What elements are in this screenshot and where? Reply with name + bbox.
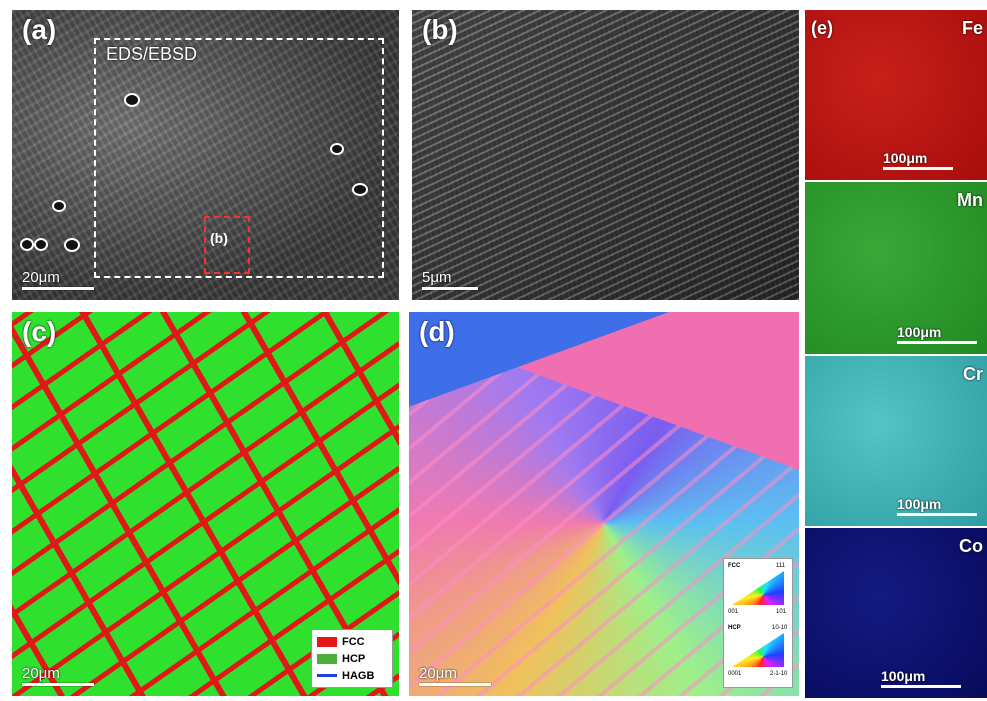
panel-c-scale-bar: 20μm [22, 665, 94, 686]
legend-item-hcp: HCP [317, 650, 387, 667]
panel-d-scale-bar: 20μm [419, 665, 491, 686]
ipf-key-fcc-corner-101: 101 [776, 609, 787, 615]
ipf-key-hcp-triangle [732, 633, 784, 667]
panel-e-label: (e) [811, 18, 833, 38]
panel-a-scale-bar: 20μm [22, 269, 94, 290]
eds-co-element-label: Co [959, 536, 983, 556]
panel-c-label: (c) [22, 316, 57, 347]
pore-5 [20, 238, 34, 251]
panel-d-scale-text: 20μm [419, 665, 457, 682]
eds-co-scale-bar: 100μm [881, 668, 961, 688]
eds-mn-element-label: Mn [957, 190, 983, 210]
panel-c-scale-text: 20μm [22, 665, 60, 682]
panel-e-eds-map-cr: Cr 100μm [805, 356, 987, 526]
eds-fe-element-label: Fe [961, 18, 983, 38]
legend-label-fcc: FCC [342, 635, 365, 648]
pore-2 [330, 143, 344, 155]
panel-b-location-box [204, 216, 250, 274]
eds-cr-scale-bar: 100μm [897, 496, 977, 516]
panel-a-scale-text: 20μm [22, 269, 60, 286]
ipf-key-fcc-triangle [732, 571, 784, 605]
eds-cr-element-label: Cr [962, 364, 983, 384]
legend-swatch-hcp [317, 653, 337, 664]
legend-swatch-fcc [317, 636, 337, 647]
pore-3 [352, 183, 368, 196]
panel-a-sem-image: (a) EDS/EBSD (b) 20μm [12, 10, 399, 300]
ipf-key-hcp-corner-10-10: 10-10 [772, 625, 788, 631]
eds-cr-scale-text: 100μm [897, 496, 942, 512]
ipf-key-fcc-corner-001: 001 [728, 609, 739, 615]
panel-e-eds-map-fe: (e) Fe 100μm [805, 10, 987, 180]
phase-legend: FCC HCP HAGB [311, 629, 393, 688]
ipf-color-key: FCC 111 001 101 HCP 10-10 0001 2-1-10 [723, 558, 793, 688]
eds-mn-scale-bar: 100μm [897, 324, 977, 344]
pore-7 [64, 238, 80, 252]
pore-6 [34, 238, 48, 251]
panel-b-location-label: (b) [210, 230, 228, 246]
legend-swatch-hagb [317, 674, 337, 677]
ipf-key-fcc-label: FCC [728, 563, 741, 569]
pore-4 [52, 200, 66, 212]
ipf-key-hcp-corner-2-1-10: 2-1-10 [770, 671, 788, 677]
panel-b-scale-bar: 5μm [422, 269, 478, 290]
panel-d-label: (d) [419, 316, 455, 347]
panel-b-scale-text: 5μm [422, 269, 452, 286]
panel-c-phase-map: (c) FCC HCP HAGB 20μm [12, 312, 399, 696]
ipf-key-hcp-corner-0001: 0001 [728, 671, 742, 677]
panel-a-label: (a) [22, 14, 57, 45]
eds-fe-scale-text: 100μm [883, 150, 928, 166]
legend-item-fcc: FCC [317, 633, 387, 650]
eds-co-scale-text: 100μm [881, 668, 926, 684]
panel-b-sem-image: (b) 5μm [412, 10, 799, 300]
eds-fe-scale-bar: 100μm [883, 150, 953, 170]
legend-label-hagb: HAGB [342, 669, 375, 682]
legend-item-hagb: HAGB [317, 667, 387, 684]
panel-b-label: (b) [422, 14, 458, 45]
legend-label-hcp: HCP [342, 652, 366, 665]
ipf-key-hcp-label: HCP [728, 625, 741, 631]
panel-e-eds-map-co: Co 100μm [805, 528, 987, 698]
eds-ebsd-region-label: EDS/EBSD [106, 44, 198, 64]
panel-d-ipf-map: (d) FCC 111 001 101 HCP 10-10 0001 2-1-1… [409, 312, 799, 696]
ipf-key-fcc-corner-111: 111 [776, 563, 786, 569]
eds-mn-scale-text: 100μm [897, 324, 942, 340]
pore-1 [124, 93, 140, 107]
panel-e-eds-map-mn: Mn 100μm [805, 182, 987, 354]
eds-ebsd-region-box [94, 38, 384, 278]
